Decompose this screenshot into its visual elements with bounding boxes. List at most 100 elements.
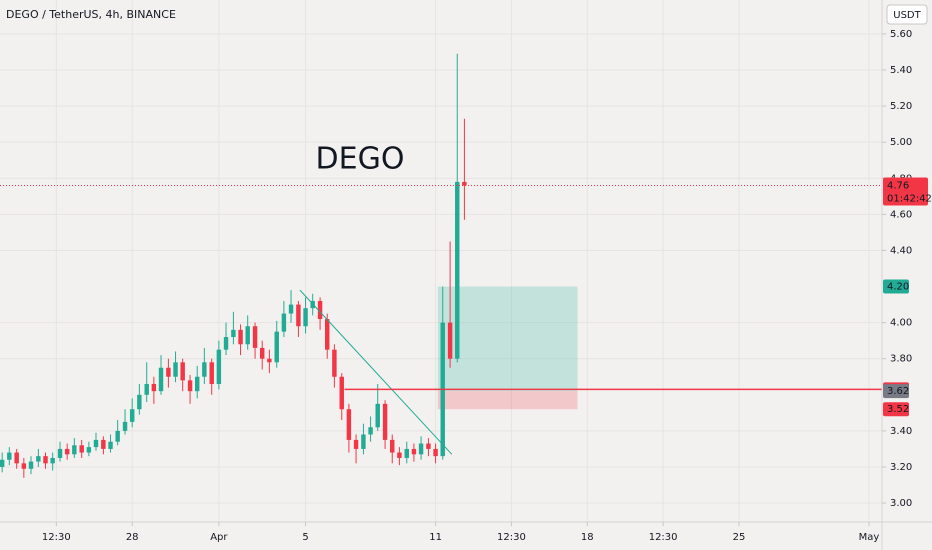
x-tick-label: 12:30 <box>42 532 71 543</box>
candle-body <box>57 448 63 458</box>
candle-body <box>209 362 214 384</box>
y-tick-label: 3.20 <box>890 462 912 473</box>
candle-body <box>361 434 366 449</box>
y-tick-label: 3.80 <box>890 354 912 365</box>
price-label-box <box>883 279 909 294</box>
price-label: 4.20 <box>887 282 909 293</box>
y-tick-label: 5.40 <box>890 65 912 76</box>
candle-body <box>158 367 164 392</box>
candle-body <box>173 362 178 377</box>
candle-body <box>166 367 171 377</box>
candle-body <box>7 452 12 460</box>
candle-body <box>390 439 395 453</box>
candle-body <box>252 326 258 348</box>
currency[interactable]: USDT <box>893 10 921 21</box>
candle-body <box>303 308 308 327</box>
candle-body <box>151 383 157 392</box>
candle-body <box>231 329 236 338</box>
candle-body <box>14 452 19 464</box>
last-price-box <box>883 177 928 206</box>
y-tick-label: 3.00 <box>890 498 912 509</box>
candle-body <box>0 459 5 467</box>
price-label: 3.52 <box>887 404 909 415</box>
x-tick-label: 12:30 <box>497 532 526 543</box>
candle-body <box>36 456 41 462</box>
candle-body <box>101 439 106 449</box>
candle-body <box>404 448 409 458</box>
candle-body <box>375 403 380 428</box>
candle-body <box>129 409 135 422</box>
candle-body <box>64 448 70 455</box>
x-tick-label: 18 <box>581 532 594 543</box>
candle-body <box>382 403 388 440</box>
price-label-box <box>883 402 909 417</box>
candle-body <box>137 394 142 410</box>
candle-body <box>418 443 424 455</box>
candle-body <box>43 456 48 464</box>
countdown: 01:42:42 <box>887 193 932 204</box>
candle-body <box>79 445 84 453</box>
candle-body <box>202 362 207 377</box>
x-tick-label: 12:30 <box>649 532 678 543</box>
x-tick-label: 25 <box>733 532 746 543</box>
candle-body <box>144 383 149 395</box>
candle-body <box>223 337 229 350</box>
candle-body <box>115 430 120 442</box>
x-tick-label: 11 <box>429 532 442 543</box>
candle-body <box>180 362 185 381</box>
plot <box>0 53 882 478</box>
x-tick-label: 28 <box>126 532 139 543</box>
candle-body <box>346 409 352 440</box>
candle-body <box>397 452 402 458</box>
candle-body <box>447 322 453 359</box>
candle-body <box>325 319 330 350</box>
chart-title: DEGO / TetherUS, 4h, BINANCE <box>6 8 176 21</box>
candle-body <box>433 448 438 457</box>
grid <box>0 0 882 522</box>
price-label: 3.62 <box>887 386 909 397</box>
candle-body <box>368 427 373 435</box>
candle-body <box>28 461 34 469</box>
candle-body <box>93 439 99 448</box>
y-tick-label: 4.60 <box>890 209 912 220</box>
candle-body <box>296 304 301 327</box>
annotation: DEGO <box>316 142 405 177</box>
stop-zone <box>437 391 578 410</box>
candle-body <box>339 376 344 410</box>
target-zone <box>437 286 578 392</box>
y-tick-label: 4.40 <box>890 245 912 256</box>
y-tick-label: 4.00 <box>890 318 912 329</box>
x-tick-label: May <box>859 532 880 543</box>
candle-body <box>72 445 77 455</box>
last-price-label: 4.76 <box>887 180 909 191</box>
candle-body <box>21 463 27 469</box>
candle-body <box>50 457 55 464</box>
candle-body <box>274 331 279 363</box>
y-tick-label: 5.60 <box>890 29 912 40</box>
candle-body <box>238 329 243 345</box>
candle-body <box>267 358 272 363</box>
candle-body <box>332 349 337 377</box>
candle-body <box>259 347 265 359</box>
candle-body <box>288 304 294 314</box>
candle-body <box>216 349 222 384</box>
candle-body <box>245 326 250 345</box>
x-tick-label: 5 <box>302 532 308 543</box>
axes: 3.003.203.403.804.004.404.604.805.005.20… <box>42 29 932 543</box>
candle-body <box>455 181 460 359</box>
candle-body <box>194 376 200 392</box>
candle-body <box>317 300 323 320</box>
currency-box[interactable] <box>886 4 928 25</box>
candle-body <box>122 421 128 431</box>
candle-body <box>462 181 467 186</box>
trendline <box>299 289 453 455</box>
x-tick-label: Apr <box>210 532 228 543</box>
y-tick-label: 3.40 <box>890 426 912 437</box>
candle-body <box>86 447 92 453</box>
y-tick-label: 5.20 <box>890 101 912 112</box>
candle-body <box>426 443 431 449</box>
candle-body <box>281 313 287 332</box>
price-label-box <box>883 384 909 399</box>
